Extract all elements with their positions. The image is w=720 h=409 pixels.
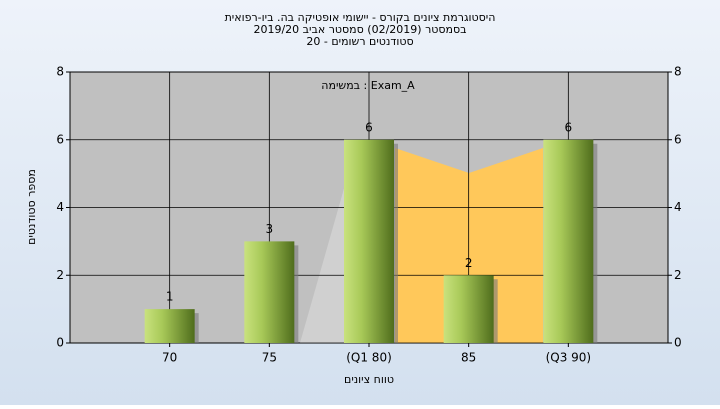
bar bbox=[543, 139, 594, 343]
x-tick-label: 70 bbox=[162, 351, 177, 365]
y2-tick-label: 8 bbox=[674, 65, 682, 79]
range-shade bbox=[300, 185, 345, 343]
value-label: 6 bbox=[565, 120, 573, 134]
y2-tick-label: 6 bbox=[674, 132, 682, 146]
bar bbox=[443, 275, 494, 343]
bar bbox=[144, 309, 195, 343]
bar bbox=[344, 139, 394, 343]
value-label: 3 bbox=[266, 222, 274, 236]
title-line: סטודנטים רשומים - 20 bbox=[306, 35, 413, 48]
y-tick-label: 8 bbox=[56, 65, 64, 79]
x-tick-label: 75 bbox=[262, 351, 277, 365]
x-tick-label: 85 bbox=[461, 351, 476, 365]
y2-tick-label: 2 bbox=[674, 268, 682, 282]
y2-tick-label: 0 bbox=[674, 336, 682, 350]
value-label: 6 bbox=[365, 120, 373, 134]
value-label: 1 bbox=[166, 290, 174, 304]
y-axis-label: מספר סטודנטים bbox=[25, 169, 38, 245]
y-tick-label: 2 bbox=[56, 268, 64, 282]
title-line: היסטוגרמת ציונים בקורס - יישומי אופטיקה … bbox=[225, 11, 496, 24]
y2-tick-label: 4 bbox=[674, 200, 682, 214]
value-label: 2 bbox=[465, 256, 473, 270]
y-tick-label: 6 bbox=[56, 132, 64, 146]
y-tick-label: 0 bbox=[56, 336, 64, 350]
title-line: בסמסטר (02/2019) סמסטר אביב 2019/20 bbox=[253, 23, 466, 36]
bar bbox=[244, 241, 295, 343]
x-axis-label: טווח ציונים bbox=[344, 373, 394, 386]
x-tick-label: (Q3 90) bbox=[546, 351, 592, 365]
annotation: במשימה : Exam_A bbox=[321, 79, 415, 92]
y-tick-label: 4 bbox=[56, 200, 64, 214]
x-tick-label: (Q1 80) bbox=[346, 351, 392, 365]
